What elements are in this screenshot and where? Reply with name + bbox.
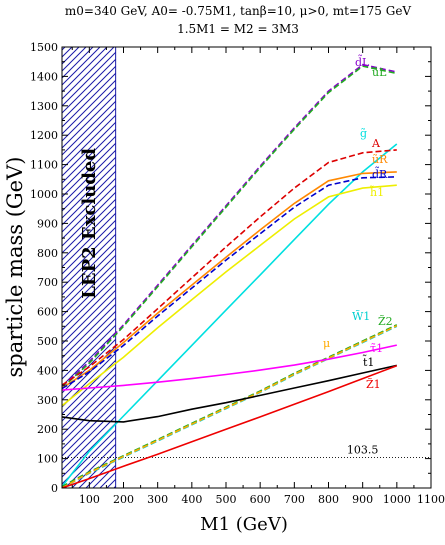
series-line xyxy=(62,176,397,390)
y-tick-label: 1000 xyxy=(30,188,58,201)
x-tick-label: 300 xyxy=(147,493,168,506)
series-line xyxy=(62,65,397,389)
series-label: W̃1 xyxy=(352,310,370,323)
series-line xyxy=(62,344,397,391)
series-line xyxy=(62,63,397,388)
y-tick-label: 700 xyxy=(37,276,58,289)
y-tick-label: 600 xyxy=(37,306,58,319)
lep2-excluded-label: LEP2 Excluded xyxy=(79,148,100,299)
y-tick-label: 500 xyxy=(37,335,58,348)
x-tick-label: 100 xyxy=(79,493,100,506)
reference-line-label: 103.5 xyxy=(347,444,379,457)
y-tick-label: 300 xyxy=(37,394,58,407)
series-line xyxy=(62,171,397,389)
y-tick-label: 1200 xyxy=(30,129,58,142)
series-label: Z̃2 xyxy=(378,315,393,328)
series-label: h̃1 xyxy=(370,186,385,199)
x-tick-label: 1000 xyxy=(383,493,411,506)
series-layer xyxy=(62,63,398,488)
series-label: A xyxy=(371,137,381,150)
series-label: Z̃1 xyxy=(366,378,381,391)
series-label: ũL xyxy=(372,66,387,79)
lep2-excluded-region xyxy=(61,46,117,489)
y-axis-label: sparticle mass (GeV) xyxy=(3,157,27,378)
series-label: τ̃1 xyxy=(370,342,383,355)
x-tick-label: 400 xyxy=(181,493,202,506)
y-tick-label: 800 xyxy=(37,247,58,260)
x-tick-label: 800 xyxy=(318,493,339,506)
series-label: d̃L xyxy=(355,55,370,69)
series-line xyxy=(62,364,398,488)
y-tick-label: 1400 xyxy=(30,70,58,83)
series-label: g̃ xyxy=(360,127,367,140)
series-label: μ xyxy=(323,337,330,350)
x-tick-label: 200 xyxy=(113,493,134,506)
y-tick-label: 400 xyxy=(37,364,58,377)
x-tick-label: 700 xyxy=(284,493,305,506)
x-tick-label: 900 xyxy=(352,493,373,506)
series-label: t̃1 xyxy=(362,355,374,369)
series-line xyxy=(62,364,397,423)
x-tick-label: 1100 xyxy=(417,493,445,506)
x-tick-label: 500 xyxy=(216,493,237,506)
chart-title-line1: m0=340 GeV, A0= -0.75M1, tanβ=10, μ>0, m… xyxy=(65,4,412,18)
series-line xyxy=(62,324,398,488)
series-label: ũR xyxy=(372,153,388,166)
series-line xyxy=(62,184,397,407)
y-tick-label: 200 xyxy=(37,423,58,436)
x-tick-label: 600 xyxy=(250,493,271,506)
x-axis-label: M1 (GeV) xyxy=(200,514,288,535)
series-label: d̃R xyxy=(372,167,388,181)
ticks-layer: 0 100 200 300 400 500 600 700 800 900 1000 1100 1200… xyxy=(30,41,445,506)
chart-title-line2: 1.5M1 = M2 = 3M3 xyxy=(177,22,299,36)
y-tick-label: 1100 xyxy=(30,159,58,172)
y-tick-label: 900 xyxy=(37,217,58,230)
y-tick-label: 1300 xyxy=(30,100,58,113)
y-tick-label: 0 xyxy=(51,482,58,495)
y-tick-label: 100 xyxy=(37,453,58,466)
y-tick-label: 1500 xyxy=(30,41,58,54)
